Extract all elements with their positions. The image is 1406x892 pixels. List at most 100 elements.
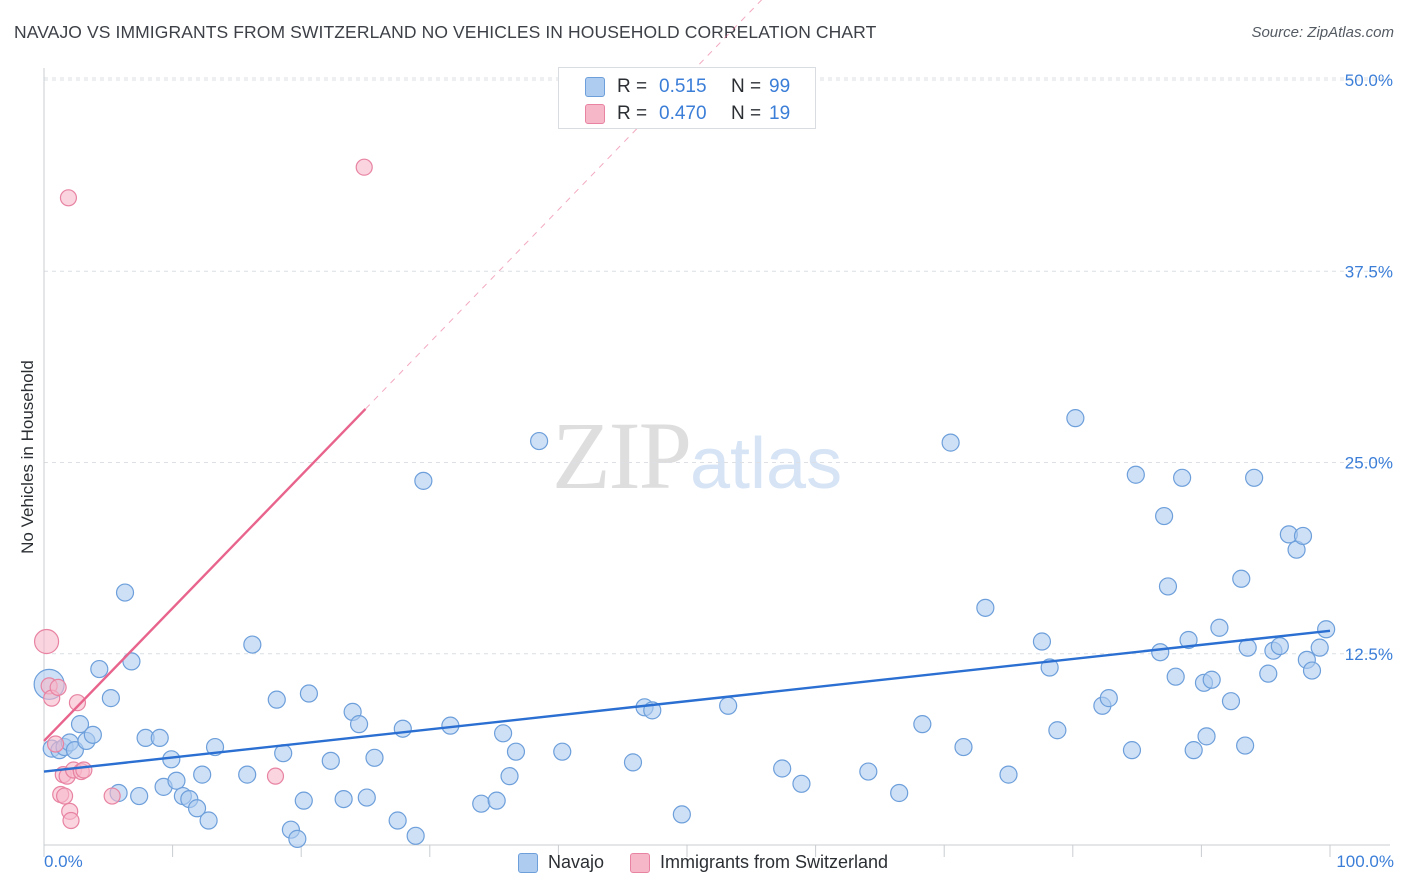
- navajo-point: [274, 744, 293, 763]
- navajo-point: [494, 724, 513, 743]
- y-axis-label: No Vehicles in Household: [18, 360, 37, 554]
- watermark-zip: ZIP: [552, 402, 692, 509]
- swiss-point: [55, 787, 74, 805]
- navajo-point: [357, 788, 376, 807]
- legend-r-value: 0.470: [659, 103, 707, 124]
- navajo-point: [238, 765, 257, 784]
- navajo-point: [1155, 506, 1174, 526]
- navajo-point: [414, 471, 433, 490]
- navajo-point: [859, 762, 878, 781]
- swiss-point: [68, 694, 87, 712]
- navajo-point: [294, 791, 313, 810]
- navajo-point: [187, 799, 207, 818]
- swiss-point: [266, 767, 285, 785]
- navajo-point: [1232, 569, 1251, 588]
- navajo-point: [1221, 692, 1241, 711]
- swiss-point: [75, 761, 93, 779]
- navajo-point: [406, 826, 425, 845]
- navajo-point: [1066, 409, 1085, 428]
- navajo-point: [150, 728, 169, 748]
- navajo-point: [530, 431, 549, 451]
- navajo-point: [1197, 727, 1216, 746]
- navajo-point: [101, 689, 120, 708]
- navajo-point: [472, 794, 491, 813]
- navajo-point: [672, 805, 691, 824]
- chart-title: NAVAJO VS IMMIGRANTS FROM SWITZERLAND NO…: [14, 22, 877, 42]
- swiss-point: [355, 158, 373, 176]
- navajo-point: [941, 433, 960, 452]
- navajo-point: [267, 690, 286, 709]
- navajo-point: [976, 598, 995, 617]
- navajo-point: [1245, 468, 1264, 487]
- swiss-point: [33, 628, 60, 655]
- navajo-point: [719, 696, 738, 715]
- navajo-point: [1122, 741, 1142, 760]
- swiss-point: [49, 678, 67, 697]
- navajo-point: [199, 811, 218, 830]
- navajo-point: [553, 742, 572, 761]
- navajo-point: [1151, 643, 1170, 662]
- navajo-point: [1040, 658, 1059, 677]
- navajo-point: [388, 811, 407, 830]
- swiss-point: [59, 189, 78, 207]
- series-legend: Navajo Immigrants from Switzerland: [0, 852, 1406, 873]
- legend-swatch-swiss: [585, 104, 605, 124]
- watermark-atlas: atlas: [690, 424, 843, 504]
- navajo-point: [890, 783, 909, 803]
- navajo-point: [393, 719, 412, 738]
- legend-label-swiss: Immigrants from Switzerland: [659, 852, 889, 872]
- swiss-trend-line: [43, 408, 367, 742]
- navajo-point: [1317, 620, 1336, 639]
- navajo-point: [954, 737, 973, 757]
- navajo-point: [167, 771, 186, 790]
- navajo-point: [321, 751, 340, 770]
- navajo-point: [193, 765, 212, 784]
- navajo-trend-line: [43, 629, 1331, 773]
- swiss-point: [62, 811, 80, 830]
- navajo-point: [1236, 736, 1255, 755]
- navajo-point: [1158, 577, 1178, 596]
- navajo-point: [70, 715, 90, 734]
- navajo-point: [500, 767, 519, 786]
- navajo-point: [1259, 664, 1278, 683]
- navajo-point: [288, 829, 307, 848]
- legend-n-label: N =: [731, 103, 762, 124]
- navajo-point: [913, 715, 932, 734]
- legend-r-label: R =: [617, 103, 648, 124]
- x-tick-label-min: 0.0%: [44, 852, 83, 871]
- legend-item-navajo: Navajo: [517, 852, 604, 873]
- navajo-point: [1202, 670, 1221, 689]
- navajo-point: [1166, 667, 1185, 686]
- navajo-point: [506, 742, 526, 761]
- navajo-point: [130, 786, 149, 806]
- navajo-point: [623, 753, 643, 772]
- legend-r-label: R =: [617, 76, 648, 97]
- navajo-point: [773, 759, 792, 778]
- legend-r-value: 0.515: [659, 76, 707, 97]
- navajo-point: [115, 583, 135, 602]
- navajo-point: [1270, 636, 1289, 656]
- y-tick-label: 25.0%: [1345, 454, 1393, 473]
- navajo-point: [90, 659, 109, 679]
- legend-n-value: 19: [769, 103, 791, 124]
- navajo-point: [122, 652, 141, 671]
- navajo-point: [1032, 632, 1052, 651]
- legend-swatch-navajo: [585, 77, 605, 97]
- y-tick-label: 50.0%: [1345, 71, 1393, 90]
- stats-legend: R = 0.515 N = 99 R = 0.470 N = 19: [558, 67, 816, 129]
- navajo-point: [792, 774, 811, 793]
- navajo-point: [1238, 638, 1257, 657]
- legend-swatch-navajo: [517, 852, 538, 873]
- swiss-point: [46, 735, 65, 753]
- navajo-point: [1293, 526, 1313, 546]
- navajo-point: [1048, 721, 1067, 740]
- legend-n-label: N =: [731, 76, 762, 97]
- legend-item-swiss: Immigrants from Switzerland: [629, 852, 889, 873]
- navajo-point: [1210, 618, 1229, 637]
- navajo-point: [1302, 661, 1322, 680]
- legend-n-value: 99: [769, 76, 791, 97]
- legend-label-navajo: Navajo: [547, 852, 604, 872]
- navajo-point: [83, 725, 102, 744]
- navajo-point: [349, 715, 369, 734]
